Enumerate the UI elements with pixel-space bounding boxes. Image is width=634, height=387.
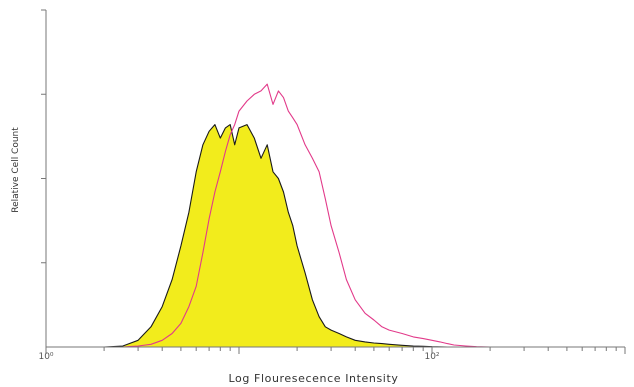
y-tick-marks <box>41 9 46 264</box>
y-axis-label: Relative Cell Count <box>11 127 21 213</box>
x-tick-label-1: 10² <box>424 352 439 362</box>
series-line-0 <box>46 124 448 348</box>
series-layer <box>46 83 491 348</box>
x-tick-labels: 10⁰ 10² <box>38 352 439 362</box>
x-axis-label: Log Flouresecence Intensity <box>229 372 399 385</box>
series-area-0 <box>46 124 448 347</box>
x-tick-label-0: 10⁰ <box>38 352 53 362</box>
x-tick-marks <box>45 347 626 354</box>
series-line-1 <box>46 83 491 348</box>
